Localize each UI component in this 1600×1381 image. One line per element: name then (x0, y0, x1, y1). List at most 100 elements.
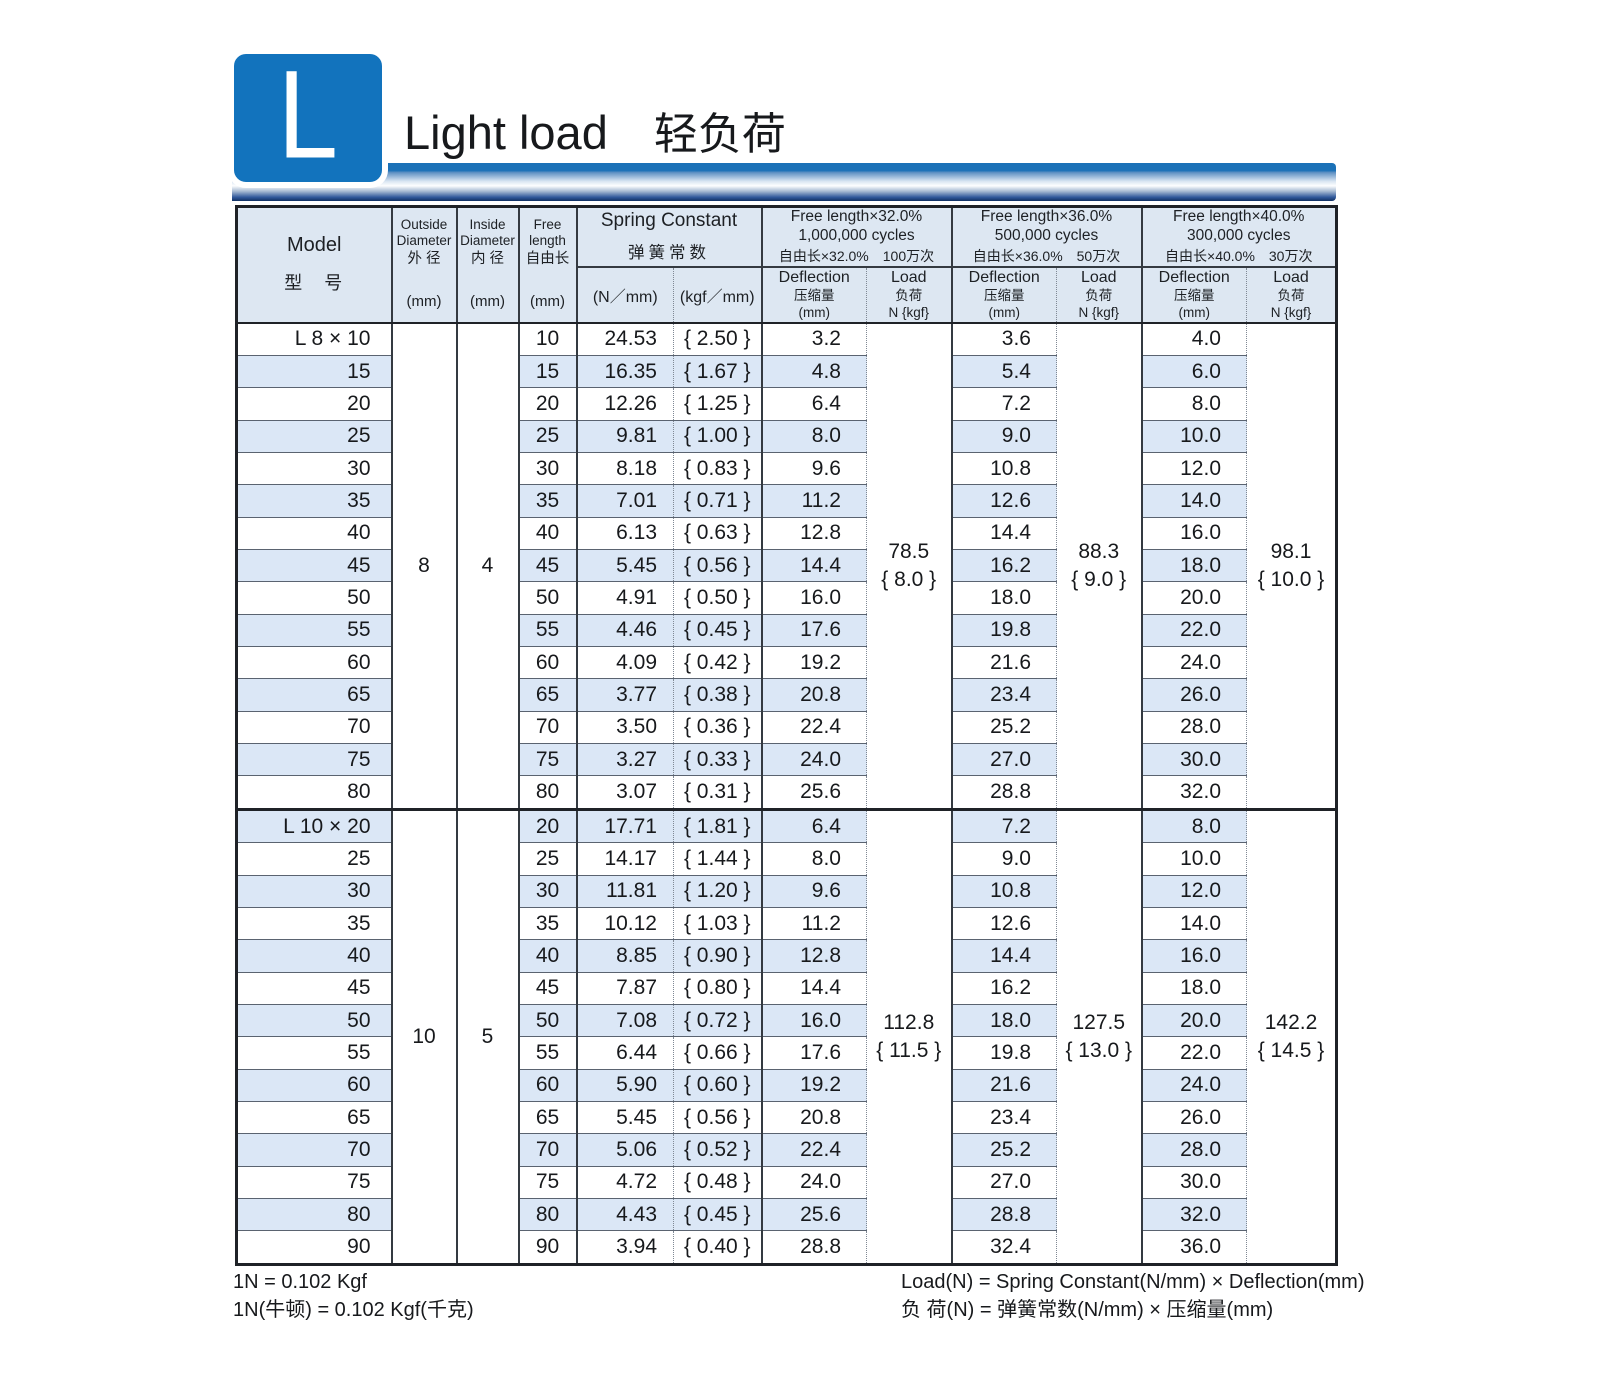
table-row: 60 60 5.90{ 0.60 } 19.2 21.6 24.0 (236, 1068, 1337, 1102)
cell-deflection-40: 12.0 (1140, 874, 1247, 908)
cell-spring-constant-kgf: { 0.90 } (673, 939, 762, 973)
cell-spring-constant-kgf: { 0.56 } (673, 549, 762, 582)
cell-spring-constant-n: 11.81 (575, 874, 674, 908)
col-header-cycles-40: Free length×40.0% 300,000 cycles 自由长×40.… (1140, 206, 1337, 268)
table-row: 70 70 3.50{ 0.36 } 22.4 25.2 28.0 (236, 710, 1337, 744)
cell-deflection-32: 19.2 (760, 1068, 867, 1102)
col-header-outside-diameter: Outside Diameter 外 径 (mm) (390, 206, 457, 324)
cell-free-length: 35 (517, 907, 577, 940)
cell-spring-constant-n: 7.08 (575, 1003, 674, 1037)
cell-inside-diameter: 5 (455, 807, 519, 1265)
cell-model: 30 (236, 874, 392, 908)
id-unit: (mm) (470, 292, 505, 310)
fl-unit: (mm) (530, 292, 565, 310)
col-header-deflection-32: Deflection 压缩量 (mm) (760, 266, 867, 324)
load-kgf-value: { 8.0 } (881, 567, 937, 591)
cell-deflection-32: 6.4 (760, 387, 867, 421)
load-label-en: Load (890, 268, 927, 286)
cell-spring-constant-kgf: { 0.66 } (673, 1036, 762, 1070)
load-kgf-value: { 10.0 } (1257, 567, 1325, 591)
cell-deflection-36: 14.4 (950, 516, 1057, 550)
fl-label-zh: 自由长 (525, 250, 570, 267)
cell-deflection-36: 14.4 (950, 939, 1057, 973)
cell-free-length: 60 (517, 645, 577, 679)
cell-model: 60 (236, 1068, 392, 1102)
cell-deflection-32: 12.8 (760, 939, 867, 973)
cell-model: 55 (236, 613, 392, 647)
cell-deflection-32: 22.4 (760, 710, 867, 744)
cell-deflection-32: 14.4 (760, 549, 867, 582)
cell-free-length: 45 (517, 549, 577, 582)
cell-deflection-40: 30.0 (1140, 742, 1247, 776)
cell-spring-constant-kgf: { 1.03 } (673, 907, 762, 940)
load-label-en: Load (1080, 268, 1117, 286)
cycles40-line1: Free length×40.0% (1173, 208, 1305, 225)
od-label-line2: Diameter (396, 232, 452, 248)
cell-deflection-32: 16.0 (760, 1003, 867, 1037)
cell-deflection-32: 24.0 (760, 1165, 867, 1199)
cell-spring-constant-n: 3.77 (575, 678, 674, 712)
load-unit: N {kgf} (888, 304, 930, 320)
cell-model: 35 (236, 907, 392, 940)
cell-spring-constant-kgf: { 0.40 } (673, 1230, 762, 1265)
cell-free-length: 65 (517, 1100, 577, 1134)
footnote-left-line2: 1N(牛顿) = 0.102 Kgf(千克) (233, 1299, 474, 1322)
table-row: 40 40 6.13{ 0.63 } 12.8 14.4 16.0 (236, 516, 1337, 550)
cell-spring-constant-kgf: { 0.45 } (673, 613, 762, 647)
table-row: 80 80 4.43{ 0.45 } 25.6 28.8 32.0 (236, 1197, 1337, 1231)
footnote-right-line1: Load(N) = Spring Constant(N/mm) × Deflec… (901, 1271, 1365, 1293)
cell-load-36: 127.5 { 13.0 } (1056, 807, 1142, 1265)
cell-spring-constant-n: 10.12 (575, 907, 674, 940)
cell-spring-constant-n: 4.91 (575, 581, 674, 615)
id-label-line2: Diameter (460, 232, 515, 248)
cell-model: 50 (236, 1003, 392, 1037)
load-kgf-value: { 9.0 } (1071, 567, 1127, 591)
cell-deflection-32: 14.4 (760, 971, 867, 1005)
cell-spring-constant-kgf: { 0.31 } (673, 775, 762, 810)
cell-deflection-40: 30.0 (1140, 1165, 1247, 1199)
table-row: 45 45 7.87{ 0.80 } 14.4 16.2 18.0 (236, 971, 1337, 1005)
cell-deflection-36: 3.6 (950, 322, 1057, 356)
cell-deflection-32: 8.0 (760, 842, 867, 876)
cell-deflection-40: 14.0 (1140, 484, 1247, 518)
cell-deflection-40: 26.0 (1140, 1100, 1247, 1134)
cell-free-length: 40 (517, 939, 577, 973)
cell-free-length: 60 (517, 1068, 577, 1102)
cell-free-length: 30 (517, 874, 577, 908)
cell-spring-constant-n: 14.17 (575, 842, 674, 876)
cell-deflection-36: 23.4 (950, 1100, 1057, 1134)
cell-deflection-36: 19.8 (950, 1036, 1057, 1070)
cell-load-32: 78.5 { 8.0 } (866, 322, 952, 810)
table-row: 35 35 10.12{ 1.03 } 11.2 12.6 14.0 (236, 907, 1337, 940)
table-header-row-2: (N／mm) (kgf／mm) Deflection 压缩量 (mm) Load… (237, 266, 1337, 324)
cell-free-length: 80 (517, 775, 577, 810)
cell-model: 80 (236, 1197, 392, 1231)
cell-model: 70 (236, 1133, 392, 1167)
cell-free-length: 55 (517, 1036, 577, 1070)
cell-free-length: 10 (517, 322, 577, 356)
model-label-zh: 型 号 (284, 273, 345, 294)
cell-free-length: 70 (517, 710, 577, 744)
page-title-zh: 轻负荷 (653, 110, 786, 159)
cell-deflection-40: 16.0 (1140, 939, 1247, 973)
cell-spring-constant-kgf: { 0.52 } (673, 1133, 762, 1167)
cell-deflection-40: 20.0 (1140, 1003, 1247, 1037)
cell-deflection-40: 4.0 (1140, 322, 1247, 356)
cycles40-line2: 300,000 cycles (1187, 226, 1291, 244)
cell-deflection-40: 32.0 (1140, 775, 1247, 810)
cell-outside-diameter: 10 (390, 807, 457, 1265)
od-unit: (mm) (406, 292, 442, 310)
cell-load-40: 142.2 { 14.5 } (1246, 807, 1337, 1265)
load-kgf-value: { 14.5 } (1257, 1038, 1325, 1062)
model-label-en: Model (287, 234, 342, 257)
table-row: 70 70 5.06{ 0.52 } 22.4 25.2 28.0 (236, 1133, 1337, 1167)
table-row: 55 55 6.44{ 0.66 } 17.6 19.8 22.0 (236, 1036, 1337, 1070)
cell-deflection-40: 10.0 (1140, 842, 1247, 876)
cell-deflection-36: 9.0 (950, 842, 1057, 876)
load-unit: N {kgf} (1078, 304, 1120, 320)
cell-spring-constant-kgf: { 1.67 } (673, 355, 762, 388)
cell-deflection-36: 28.8 (950, 775, 1057, 810)
table-row: 75 75 3.27{ 0.33 } 24.0 27.0 30.0 (236, 742, 1337, 776)
cell-model: 15 (236, 355, 392, 388)
load-n-value: 127.5 (1072, 1011, 1126, 1035)
